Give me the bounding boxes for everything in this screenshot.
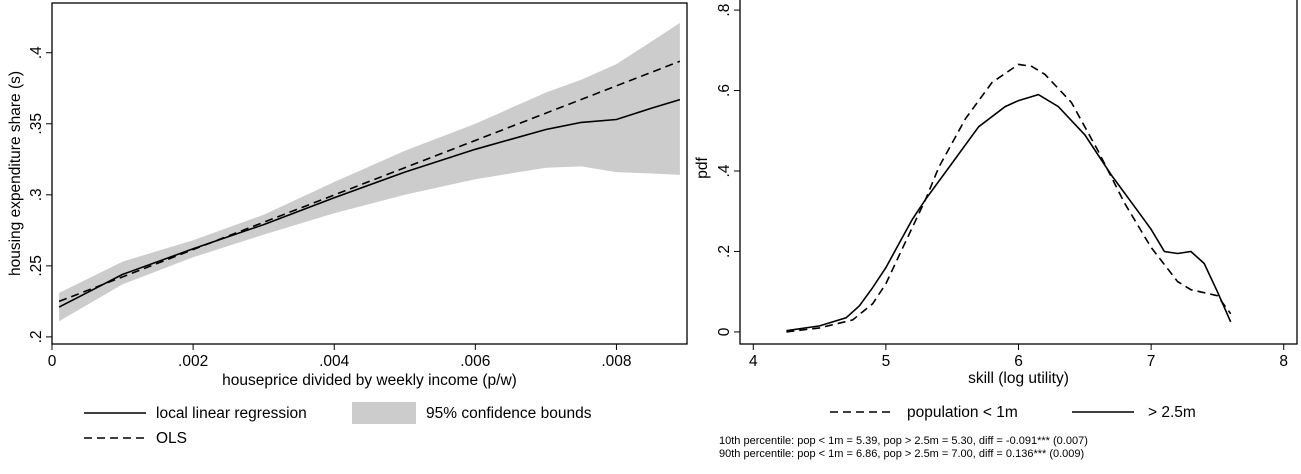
y-axis-ticks-right: 0 .2 .4 .6 .8 <box>716 4 740 336</box>
x-tick-label: 8 <box>1279 353 1288 370</box>
y-tick-label: .8 <box>716 4 733 17</box>
x-tick-label: 0 <box>48 353 57 370</box>
x-tick-label: 6 <box>1014 353 1023 370</box>
chart-housing-share: 0 .002 .004 .006 .008 .2 .25 .3 .35 .4 housepric… <box>7 2 688 447</box>
note-10th-percentile: 10th percentile: pop < 1m = 5.39, pop > … <box>719 435 1088 447</box>
y-tick-label: .3 <box>28 188 45 201</box>
y-tick-label: .6 <box>716 84 733 97</box>
x-axis-ticks-right: 4 5 6 7 8 <box>749 344 1288 370</box>
legend-right: population < 1m > 2.5m <box>830 404 1196 421</box>
confidence-band-layer <box>59 22 680 322</box>
x-axis-ticks: 0 .002 .004 .006 .008 <box>48 344 632 370</box>
legend-left: local linear regression 95% confidence b… <box>84 402 592 447</box>
x-axis-label: houseprice divided by weekly income (p/w… <box>222 372 517 389</box>
series-line-ols <box>58 60 681 303</box>
x-tick-label: .008 <box>601 353 631 370</box>
density-line-pop-small <box>786 63 1232 333</box>
legend-label-pop-large: > 2.5m <box>1148 404 1196 421</box>
y-axis-ticks: .2 .25 .3 .35 .4 <box>28 46 52 343</box>
legend-label-local-linear: local linear regression <box>156 405 307 422</box>
x-tick-label: 7 <box>1147 353 1156 370</box>
y-axis-label-right: pdf <box>694 157 711 179</box>
legend-label-ols: OLS <box>156 430 187 447</box>
x-tick-label: .002 <box>178 353 208 370</box>
confidence-band <box>59 22 680 322</box>
x-tick-label: 4 <box>749 353 758 370</box>
legend-label-confidence: 95% confidence bounds <box>426 405 592 422</box>
plot-area-right <box>739 0 1298 345</box>
x-tick-label: .006 <box>460 353 490 370</box>
x-tick-label: 5 <box>882 353 891 370</box>
legend-swatch-band <box>352 402 416 424</box>
note-90th-percentile: 90th percentile: pop < 1m = 6.86, pop > … <box>719 448 1084 460</box>
density-lines-layer <box>786 63 1232 333</box>
y-tick-label: .2 <box>716 245 733 258</box>
y-tick-label: .4 <box>716 164 733 177</box>
y-tick-label: .35 <box>28 113 45 135</box>
y-axis-label: housing expenditure share (s) <box>7 71 24 276</box>
x-tick-label: .004 <box>319 353 350 370</box>
y-tick-label: 0 <box>716 327 733 336</box>
y-tick-label: .25 <box>28 255 45 277</box>
y-tick-label: .2 <box>28 330 45 343</box>
density-line-pop-large <box>786 93 1232 332</box>
y-tick-label: .4 <box>28 46 45 59</box>
series-lines-layer <box>58 60 681 308</box>
legend-label-pop-small: population < 1m <box>907 404 1018 421</box>
x-axis-label-right: skill (log utility) <box>968 370 1069 387</box>
series-line-local-linear <box>58 98 681 308</box>
